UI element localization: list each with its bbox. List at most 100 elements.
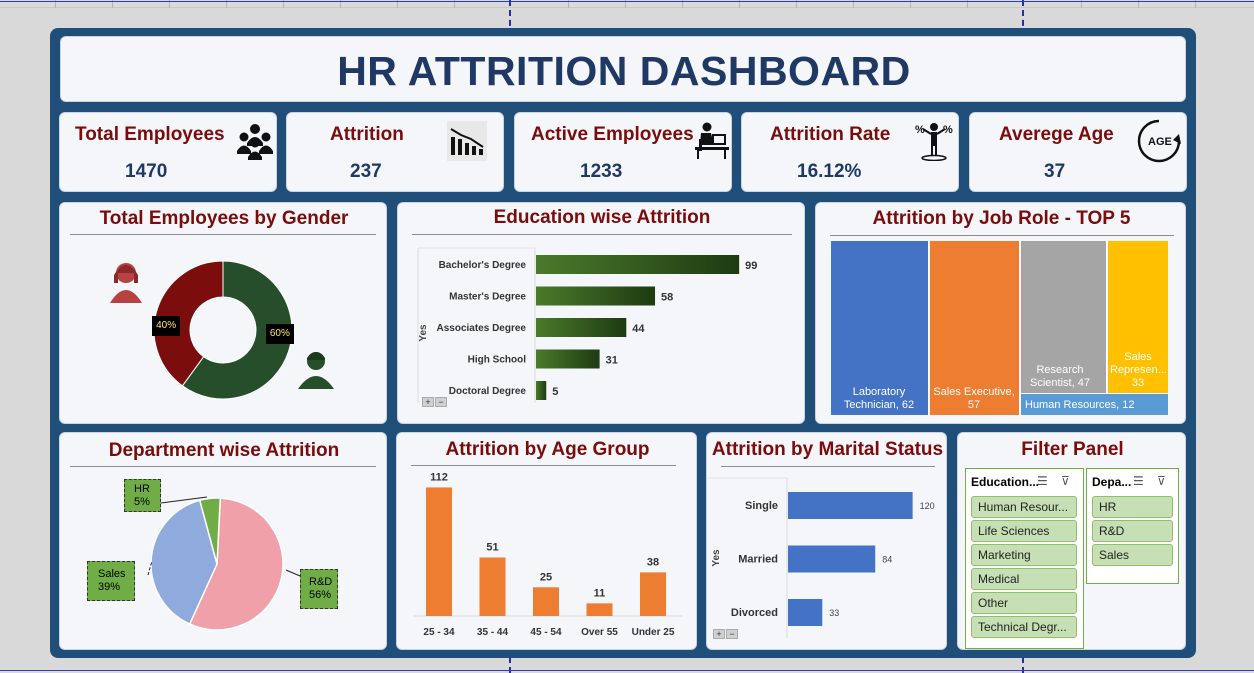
chart-title: Attrition by Job Role - TOP 5	[872, 208, 1131, 229]
slicer-item[interactable]: Other	[971, 592, 1077, 614]
pie-slice-r-d[interactable]	[188, 497, 284, 631]
person-percent-icon: % %	[915, 123, 953, 161]
multi-select-icon[interactable]: ☰	[1133, 474, 1144, 488]
slicer-item[interactable]: Marketing	[971, 544, 1077, 566]
bar-high-school[interactable]	[536, 349, 600, 369]
data-label: 99	[745, 260, 757, 272]
treemap-cell-sales-representative[interactable]: Sales Represen... 33	[1108, 241, 1168, 393]
education-bar-chart[interactable]: Yes Bachelor's Degree 99 Master's Degree 58…	[398, 203, 805, 424]
collapse-button[interactable]: −	[435, 397, 447, 407]
age-cycle-icon: AGE	[1137, 119, 1181, 163]
multi-select-icon[interactable]: ☰	[1037, 474, 1048, 488]
kpi-label: Attrition Rate	[770, 124, 891, 145]
bar-45-54[interactable]	[533, 587, 559, 616]
bar-divorced[interactable]	[788, 599, 823, 626]
kpi-average-age[interactable]: Averege Age 37 AGE	[969, 112, 1187, 192]
slicer-department[interactable]: Depa... ☰ ⊽ HR R&D Sales	[1086, 468, 1179, 584]
treemap-cell-human-resources[interactable]: Human Resources, 12	[1021, 394, 1168, 415]
card-education: Education wise Attrition Yes Bachelor's …	[397, 202, 805, 424]
card-agegroup: Attrition by Age Group 112 25 - 34 51 35 - …	[396, 432, 697, 650]
marital-bar-chart[interactable]: Yes Single 120 Married 84 Divorced 33	[707, 433, 947, 650]
label-hr: HR 5%	[124, 479, 161, 512]
donut-slice-male[interactable]	[181, 260, 293, 400]
treemap-cell-laboratory-technician[interactable]: Laboratory Technician, 62	[831, 241, 929, 415]
clear-filter-icon[interactable]: ⊽	[1061, 474, 1070, 488]
category-label: Under 25	[632, 627, 675, 638]
category-label: Over 55	[581, 627, 618, 638]
bar-associates-degree[interactable]	[536, 318, 627, 337]
page-border-top	[0, 1, 1254, 2]
donut-label-female: 40%	[152, 315, 181, 336]
education-ylabel: Yes	[418, 324, 429, 342]
bar-over-55[interactable]	[586, 603, 613, 616]
slicer-item[interactable]: Medical	[971, 568, 1077, 590]
data-label: 51	[486, 541, 498, 553]
kpi-label: Averege Age	[999, 124, 1114, 145]
bar-bachelor-s-degree[interactable]	[536, 255, 740, 274]
label-sales: Sales 39%	[87, 561, 135, 601]
treemap-label: Sales Represen... 33	[1110, 351, 1167, 389]
pie-slice-hr[interactable]	[198, 497, 222, 565]
category-label: Bachelor's Degree	[439, 260, 527, 271]
donut-slice-female[interactable]	[153, 260, 224, 387]
category-label: 35 - 44	[477, 627, 509, 638]
slicer-item[interactable]: HR	[1092, 496, 1173, 518]
data-label: 112	[430, 471, 448, 483]
bar-25-34[interactable]	[426, 487, 452, 616]
kpi-attrition[interactable]: Attrition 237	[286, 112, 504, 192]
bar-35-44[interactable]	[479, 557, 506, 616]
treemap-cell-sales-executive[interactable]: Sales Executive, 57	[930, 241, 1020, 415]
slicer-header: Education...	[971, 475, 1040, 489]
bar-single[interactable]	[788, 492, 913, 519]
data-label: 44	[632, 323, 645, 335]
bar-under-25[interactable]	[640, 572, 666, 616]
slicer-item[interactable]: Technical Degr...	[971, 616, 1077, 638]
chart-title: Total Employees by Gender	[99, 208, 349, 229]
pie-slice-sales[interactable]	[150, 499, 218, 626]
treemap-label: Sales Executive, 57	[933, 386, 1015, 411]
bar-doctoral-degree[interactable]	[536, 381, 547, 400]
category-label: 45 - 54	[530, 627, 562, 638]
kpi-active-employees[interactable]: Active Employees 1233	[514, 112, 732, 192]
title-banner: HR ATTRITION DASHBOARD	[60, 36, 1186, 102]
kpi-value: 237	[350, 161, 382, 182]
category-label: Doctoral Degree	[449, 386, 527, 397]
expand-button[interactable]: +	[713, 629, 725, 639]
slicer-item[interactable]: Life Sciences	[971, 520, 1077, 542]
collapse-button[interactable]: −	[726, 629, 738, 639]
female-icon	[110, 263, 142, 303]
data-label: 31	[606, 355, 618, 367]
slicer-item[interactable]: Sales	[1092, 544, 1173, 566]
treemap-cell-research-scientist[interactable]: Research Scientist, 47	[1021, 241, 1107, 393]
filter-panel-title: Filter Panel	[1021, 439, 1124, 460]
chart-title: Department wise Attrition	[108, 440, 340, 461]
data-label: 38	[647, 556, 659, 568]
gender-donut-chart[interactable]	[60, 203, 293, 400]
treemap-label: Laboratory Technician, 62	[843, 386, 915, 411]
slicer-education[interactable]: Education... ☰ ⊽ Human Resour... Life Sc…	[965, 468, 1084, 649]
bar-married[interactable]	[788, 545, 876, 573]
kpi-attrition-rate[interactable]: Attrition Rate 16.12% % %	[741, 112, 959, 192]
kpi-label: Active Employees	[531, 124, 694, 145]
people-group-icon	[237, 124, 273, 160]
expand-button[interactable]: +	[422, 397, 434, 407]
category-label: Married	[738, 554, 778, 566]
page-border-bottom	[0, 670, 1254, 671]
clear-filter-icon[interactable]: ⊽	[1157, 474, 1166, 488]
column-header-strip	[0, 0, 1254, 8]
department-pie-chart[interactable]	[60, 433, 387, 650]
slicer-item[interactable]: R&D	[1092, 520, 1173, 542]
kpi-total-employees[interactable]: Total Employees 1470	[59, 112, 277, 192]
card-filter-panel: Filter Panel Education... ☰ ⊽ Human Reso…	[957, 432, 1186, 650]
person-at-desk-icon	[695, 122, 729, 159]
data-label: 120	[920, 501, 935, 511]
male-icon	[298, 352, 334, 389]
kpi-value: 16.12%	[797, 161, 862, 182]
agegroup-bar-chart[interactable]: 112 25 - 34 51 35 - 44 25 45 - 54 11 Over 55 38 U…	[397, 433, 697, 650]
data-label: 33	[829, 608, 839, 618]
label-rd: R&D 56%	[300, 569, 338, 609]
category-label: Master's Degree	[449, 292, 526, 303]
bar-master-s-degree[interactable]	[536, 286, 656, 306]
chart-title: Attrition by Marital Status	[711, 439, 944, 460]
slicer-item[interactable]: Human Resour...	[971, 496, 1077, 518]
